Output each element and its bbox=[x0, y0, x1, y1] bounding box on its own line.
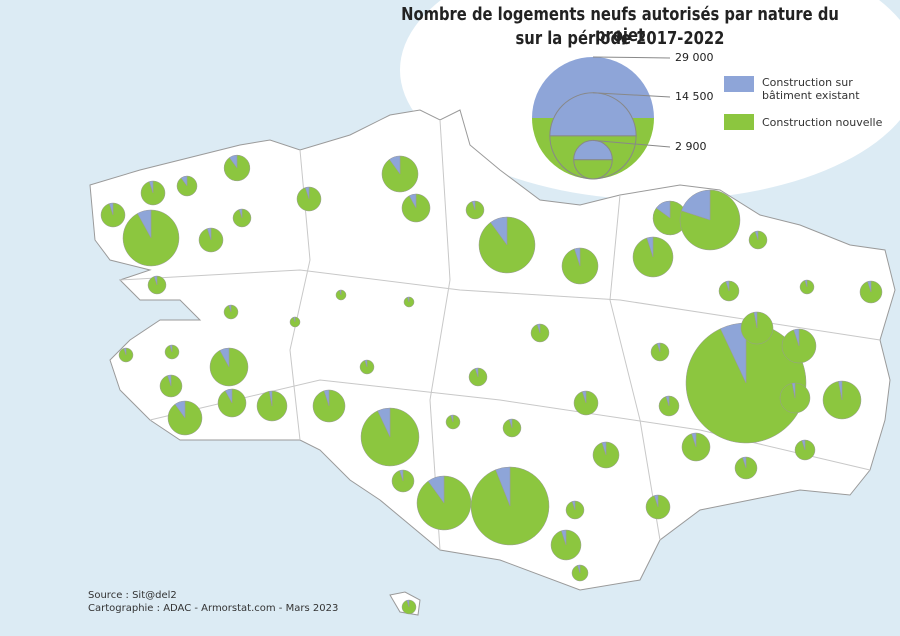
pie-existing bbox=[838, 380, 843, 401]
legend-leader bbox=[592, 56, 671, 59]
legend-size-label: 14 500 bbox=[675, 90, 714, 103]
pie-existing bbox=[148, 180, 154, 194]
pie-existing bbox=[108, 202, 114, 216]
pie-existing bbox=[123, 347, 127, 356]
pie-existing bbox=[574, 247, 581, 267]
legend: 29 000 14 500 2 900 bbox=[532, 51, 754, 180]
pie-existing bbox=[495, 466, 511, 507]
pie-existing bbox=[450, 414, 454, 423]
pie-existing bbox=[167, 374, 172, 387]
legend-swatch bbox=[724, 76, 754, 92]
pie-existing bbox=[653, 494, 659, 508]
pie-existing bbox=[577, 564, 581, 574]
pie-existing bbox=[571, 500, 576, 511]
credit: Cartographie : ADAC - Armorstat.com - Ma… bbox=[88, 603, 339, 614]
legend-size-label: 29 000 bbox=[675, 51, 714, 64]
pie-existing bbox=[581, 390, 587, 404]
pie-existing bbox=[293, 316, 296, 323]
pie-existing bbox=[408, 193, 417, 209]
pie-existing bbox=[801, 439, 806, 451]
pie-existing bbox=[169, 344, 173, 353]
pie-existing bbox=[490, 216, 508, 246]
borders bbox=[119, 119, 881, 551]
pie-existing bbox=[174, 400, 186, 419]
source: Source : Sit@del2 bbox=[88, 590, 177, 601]
pie-existing bbox=[377, 407, 391, 438]
pie-existing bbox=[406, 599, 410, 608]
pie-existing bbox=[804, 279, 808, 288]
pie-existing bbox=[389, 155, 401, 175]
pie-existing bbox=[665, 395, 670, 407]
pie-existing bbox=[791, 382, 796, 399]
pie-existing bbox=[742, 456, 747, 469]
pie-existing bbox=[471, 200, 476, 211]
pie-existing bbox=[304, 186, 310, 200]
legend-circle-top bbox=[532, 57, 654, 118]
pie-existing bbox=[268, 390, 273, 407]
pie-existing bbox=[219, 347, 230, 368]
pie-existing bbox=[601, 441, 607, 456]
pie-existing bbox=[656, 342, 661, 353]
pie-existing bbox=[137, 209, 152, 239]
pie-existing bbox=[867, 280, 872, 293]
pie-existing bbox=[474, 367, 479, 378]
pie-existing bbox=[399, 469, 404, 482]
pie-existing bbox=[206, 227, 212, 241]
pie-existing bbox=[561, 529, 567, 546]
title: sur la période 2017-2022 bbox=[515, 28, 725, 49]
pie-existing bbox=[427, 475, 445, 504]
pies bbox=[100, 154, 883, 615]
legend-swatch bbox=[724, 114, 754, 130]
pie-existing bbox=[725, 280, 730, 292]
pie-existing bbox=[793, 328, 800, 347]
pie-existing bbox=[753, 311, 758, 329]
pie-existing bbox=[536, 323, 541, 334]
legend-size-label: 2 900 bbox=[675, 140, 707, 153]
pie-existing bbox=[407, 296, 410, 303]
pie-existing bbox=[238, 208, 243, 219]
title: Nombre de logements neufs autorisés par … bbox=[401, 4, 839, 46]
pie-existing bbox=[681, 189, 711, 221]
pie-existing bbox=[323, 389, 330, 407]
pie-existing bbox=[153, 275, 158, 286]
legend-leader bbox=[592, 139, 671, 148]
pie-new bbox=[679, 189, 741, 251]
pie-existing bbox=[364, 359, 368, 368]
pie-existing bbox=[224, 388, 233, 404]
pie-existing bbox=[180, 175, 188, 187]
pie-existing bbox=[655, 200, 671, 219]
pie-existing bbox=[754, 230, 759, 241]
pie-existing bbox=[228, 304, 232, 313]
pie-existing bbox=[691, 432, 697, 448]
legend-leader bbox=[592, 92, 671, 98]
pie-existing bbox=[229, 154, 238, 169]
legend-label: Construction sur bâtiment existant bbox=[762, 76, 860, 102]
legend-circle-bottom bbox=[573, 159, 613, 180]
pie-existing bbox=[508, 418, 513, 429]
legend-label: Construction nouvelle bbox=[762, 116, 883, 129]
pie-existing bbox=[646, 236, 654, 258]
pie-existing bbox=[339, 289, 342, 296]
